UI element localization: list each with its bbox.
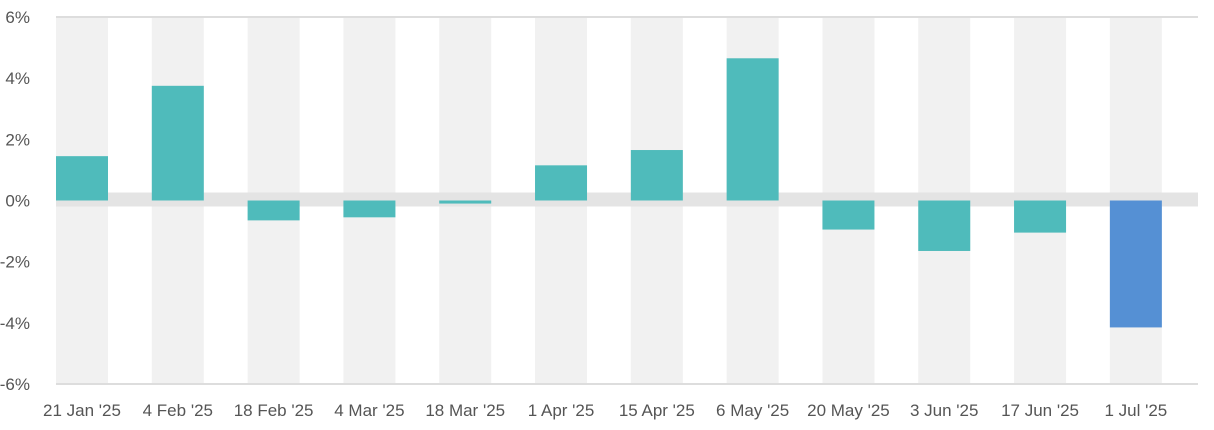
x-tick-label: 21 Jan '25 <box>43 401 121 420</box>
x-tick-label: 4 Feb '25 <box>143 401 213 420</box>
x-axis-tick-labels: 21 Jan '25 4 Feb '25 18 Feb '25 4 Mar '25 18… <box>43 401 1167 420</box>
bar-10 <box>918 200 971 251</box>
y-tick-label: -4% <box>0 314 30 333</box>
x-tick-label: 18 Feb '25 <box>234 401 314 420</box>
bar-6 <box>535 165 588 201</box>
y-tick-label: -6% <box>0 375 30 394</box>
bar-7 <box>630 150 683 201</box>
bar-1 <box>56 156 108 201</box>
bar-11 <box>1014 200 1067 233</box>
zero-band <box>56 192 1198 207</box>
bar-5 <box>439 200 492 204</box>
y-tick-label: 0% <box>5 192 30 211</box>
x-tick-label: 18 Mar '25 <box>425 401 505 420</box>
x-tick-label: 4 Mar '25 <box>334 401 404 420</box>
x-tick-label: 17 Jun '25 <box>1001 401 1079 420</box>
x-tick-label: 15 Apr '25 <box>619 401 695 420</box>
x-tick-label: 20 May '25 <box>807 401 890 420</box>
bar-9 <box>822 200 875 230</box>
y-tick-label: -2% <box>0 253 30 272</box>
x-tick-label: 3 Jun '25 <box>910 401 978 420</box>
bar-3 <box>247 200 300 221</box>
x-tick-label: 1 Apr '25 <box>528 401 595 420</box>
zero-band-layer <box>56 192 1198 207</box>
bar-8 <box>726 58 779 201</box>
y-tick-label: 6% <box>5 8 30 27</box>
bar-12 <box>1109 200 1162 328</box>
y-tick-label: 2% <box>5 130 30 149</box>
bar-2 <box>151 85 204 201</box>
x-tick-label: 6 May '25 <box>716 401 789 420</box>
bars <box>56 58 1162 328</box>
y-axis-tick-labels: -6% -4% -2% 0% 2% 4% 6% <box>0 8 30 394</box>
bar-4 <box>343 200 396 218</box>
axis-lines <box>56 16 1198 385</box>
y-tick-label: 4% <box>5 69 30 88</box>
x-tick-label: 1 Jul '25 <box>1104 401 1167 420</box>
